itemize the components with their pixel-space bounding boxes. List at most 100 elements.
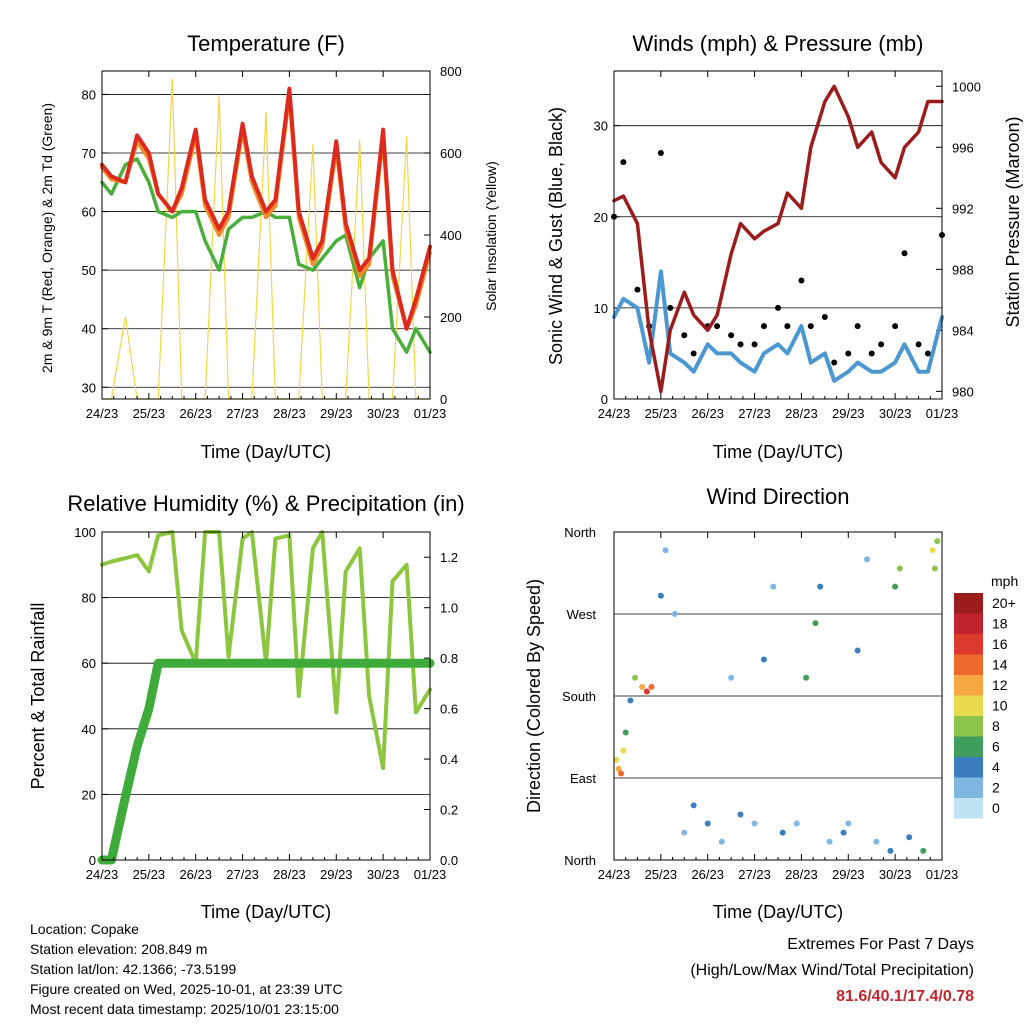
humidity-x-tick-label: 01/23 [414,867,447,882]
direction-point [812,620,819,627]
legend-swatch [954,634,983,655]
temperature-y-tick-label: 70 [82,146,96,161]
humidity-x-tick-label: 30/23 [367,867,400,882]
wind-speed-line [612,269,944,383]
total-precipitation-line [97,658,435,865]
gust-point [854,323,861,330]
direction-x-tick-label: 01/23 [926,867,959,882]
gust-point [868,350,875,357]
humidity-x-tick-label: 26/23 [179,867,212,882]
direction-point [760,656,767,663]
gust-point [821,314,828,320]
gust-point [845,350,852,357]
direction-x-tick-label: 27/23 [738,867,771,882]
winds-y2-tick-label: 984 [952,323,974,338]
humidity-ylabel-left: Percent & Total Rainfall [28,603,48,790]
temperature-y-tick-label: 80 [82,87,96,102]
temperature-y-tick-label: 30 [82,380,96,395]
humidity-y2-tick-label: 0.0 [440,853,458,868]
direction-x-tick-label: 29/23 [832,867,865,882]
direction-point [615,765,622,772]
temperature-x-tick-label: 28/23 [273,406,306,421]
winds-y2-tick-label: 980 [952,384,974,399]
winds-x-tick-label: 30/23 [879,406,912,421]
temperature-y-tick-label: 40 [82,322,96,337]
legend-swatch [954,736,983,757]
humidity-y2-tick-label: 1.0 [440,601,458,616]
temperature-y2-tick-label: 800 [440,64,462,79]
direction-point [613,756,620,763]
direction-point [643,688,650,695]
gust-point [657,150,664,156]
direction-point [887,847,894,854]
legend-label: 12 [992,677,1008,693]
gust-point [878,341,885,348]
gust-point [798,277,805,284]
direction-point [618,770,625,777]
winds-frame [613,70,943,400]
temperature-x-tick-label: 01/23 [414,406,447,421]
gust-point [831,359,838,366]
winds-y2-tick-label: 996 [952,140,974,155]
temperature-x-tick-label: 25/23 [133,406,166,421]
gust-point [620,159,627,166]
winds-x-tick-label: 25/23 [645,406,678,421]
legend-label: 0 [992,800,1000,816]
direction-point [920,847,927,854]
legend-swatch [954,695,983,716]
direction-x-tick-label: 26/23 [691,867,724,882]
direction-point [620,747,627,754]
humidity-y2-tick-label: 0.8 [440,651,458,666]
direction-point [648,683,655,690]
temperature-x-tick-label: 29/23 [320,406,353,421]
direction-point [803,674,810,681]
gust-point [760,323,767,330]
gust-point [784,323,791,330]
direction-x-tick-label: 30/23 [879,867,912,882]
direction-title: Wind Direction [706,484,849,509]
direction-point [657,592,664,599]
direction-y-tick-label: North [564,525,596,540]
legend-label: 16 [992,636,1008,652]
extremes-heading: Extremes For Past 7 Days [787,936,974,953]
direction-point [896,565,903,572]
direction-point [864,556,871,563]
humidity-title: Relative Humidity (%) & Precipitation (i… [67,491,464,516]
temperature-x-tick-label: 26/23 [179,406,212,421]
legend-swatch [954,593,983,614]
direction-point [622,729,629,736]
direction-point [751,820,758,827]
humidity-x-tick-label: 24/23 [86,867,119,882]
direction-x-tick-label: 25/23 [645,867,678,882]
direction-point [627,697,634,704]
legend-label: 20+ [992,595,1016,611]
direction-point [737,811,744,818]
legend-swatch [954,716,983,737]
winds-y2-tick-label: 992 [952,201,974,216]
winds-panel: 0 10 20 30 980 984 988 992 996 1000 24/23 25/23 26/2… [594,70,981,421]
winds-y-tick-label: 10 [594,301,608,316]
info-recent: Most recent data timestamp: 2025/10/01 2… [30,1001,339,1017]
legend-swatch [954,777,983,798]
humidity-y-tick-label: 80 [82,591,96,606]
direction-point [704,820,711,827]
winds-y-tick-label: 30 [594,119,608,134]
temperature-y2-tick-label: 200 [440,310,462,325]
direction-ylabel-left: Direction (Colored By Speed) [524,579,544,813]
direction-y-tick-label: South [562,689,596,704]
humidity-y-tick-label: 0 [89,853,96,868]
direction-x-tick-label: 24/23 [598,867,631,882]
humidity-y-tick-label: 100 [74,525,96,540]
legend-label: 8 [992,718,1000,734]
humidity-panel: 0 20 40 60 80 100 0.0 0.2 0.4 0.6 0.8 1.0 1.2 24/23 25… [74,525,458,882]
temperature-x-tick-label: 30/23 [367,406,400,421]
legend-swatch [954,757,983,778]
gust-point [915,341,922,348]
extremes-box: Extremes For Past 7 Days (High/Low/Max W… [690,932,974,1010]
legend-swatch [954,675,983,696]
direction-point [826,838,833,845]
legend-label: 2 [992,780,1000,796]
direction-point [854,647,861,654]
winds-title: Winds (mph) & Pressure (mb) [633,31,924,56]
gust-point [775,304,781,311]
